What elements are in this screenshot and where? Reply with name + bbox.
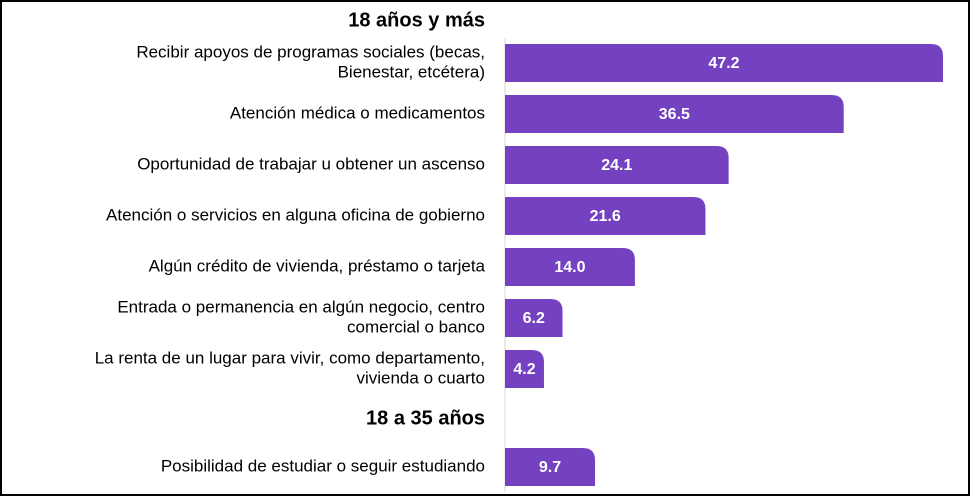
value-label: 21.6 [590,208,621,225]
category-label: Algún crédito de vivienda, préstamo o ta… [149,256,486,275]
category-label: Posibilidad de estudiar o seguir estudia… [161,456,485,475]
value-label: 36.5 [659,106,690,123]
category-label: Bienestar, etcétera) [338,62,485,81]
group-title: 18 años y más [348,9,485,31]
value-label: 14.0 [554,259,585,276]
bar [505,448,596,486]
category-label: Oportunidad de trabajar u obtener un asc… [137,154,485,173]
bar [505,248,635,286]
value-label: 24.1 [601,157,632,174]
bar [505,299,563,337]
bar [505,44,943,82]
group-title: 18 a 35 años [366,407,485,429]
category-label: vivienda o cuarto [356,368,485,387]
category-label: Entrada o permanencia en algún negocio, … [117,297,485,316]
category-label: comercial o banco [347,317,485,336]
bar [505,95,844,133]
value-label: 4.2 [513,361,535,378]
category-label: Atención médica o medicamentos [230,103,485,122]
category-label: La renta de un lugar para vivir, como de… [95,348,485,367]
category-label: Atención o servicios en alguna oficina d… [106,205,485,224]
bar [505,197,706,235]
value-label: 47.2 [708,55,739,72]
bar [505,146,729,184]
value-label: 9.7 [539,459,561,476]
category-label: Recibir apoyos de programas sociales (be… [136,42,485,61]
bar [505,350,544,388]
value-label: 6.2 [523,310,545,327]
